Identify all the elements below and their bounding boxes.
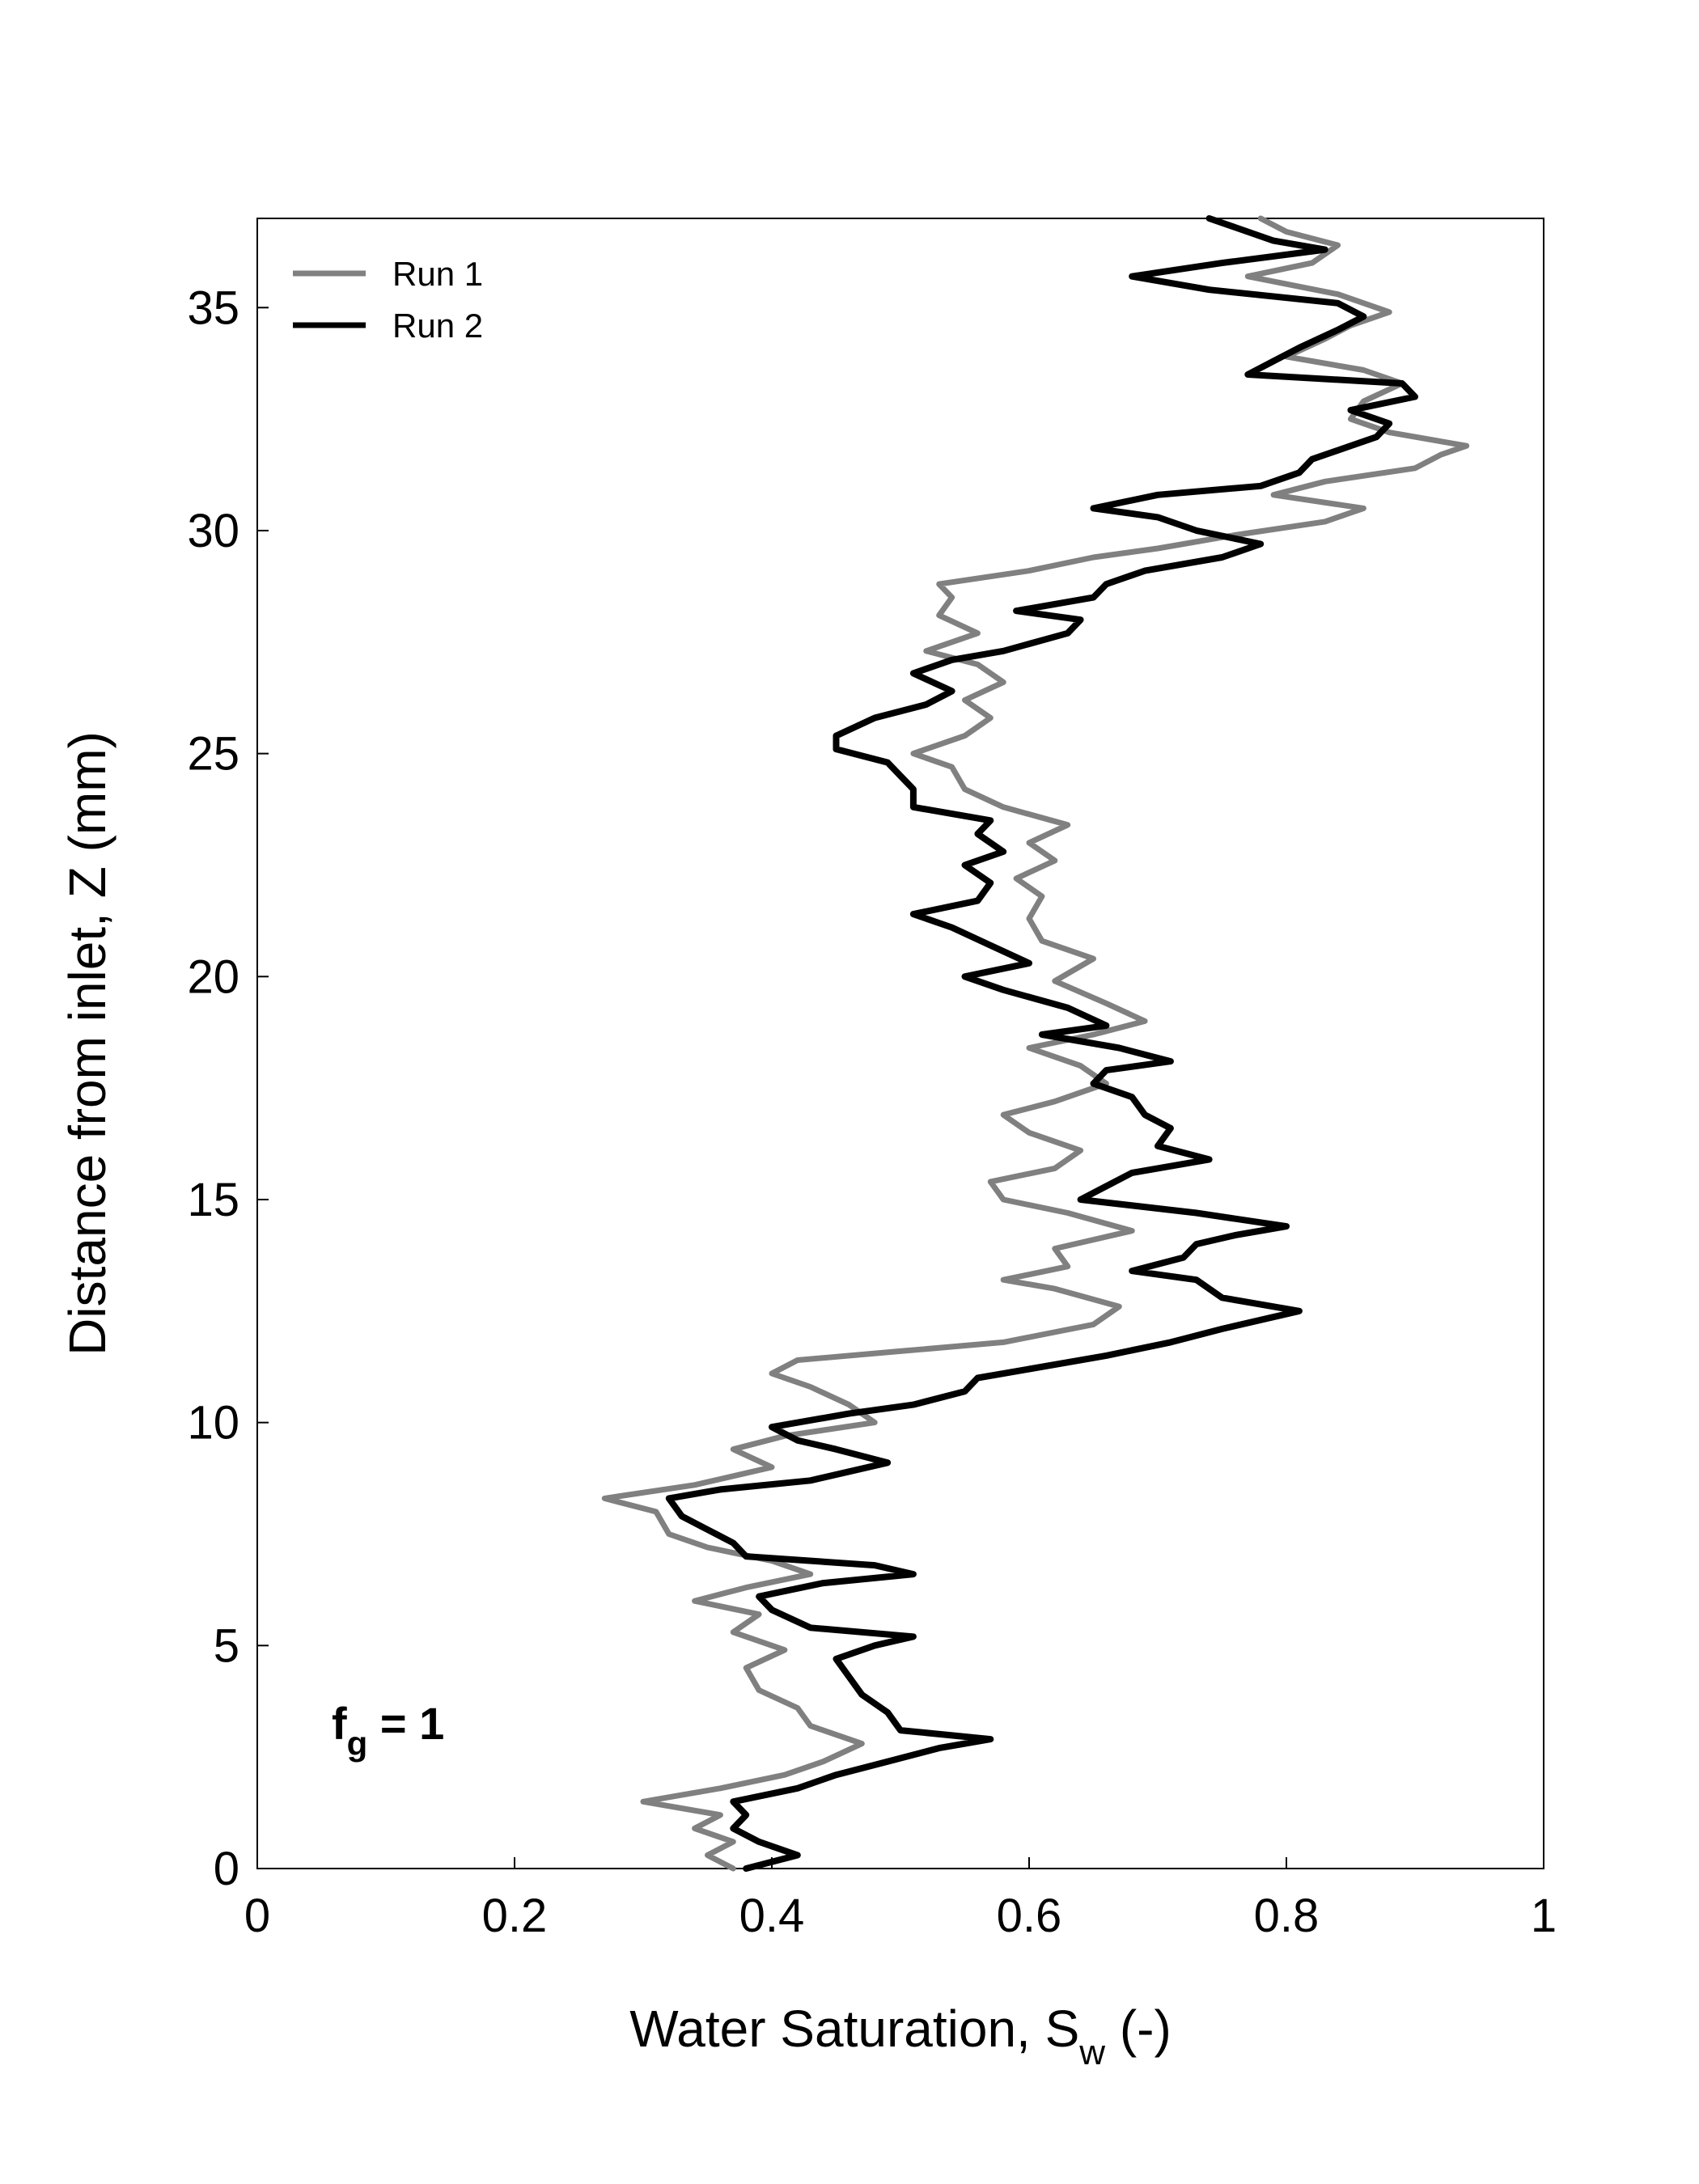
annotation-fg: fg = 1	[332, 1698, 444, 1763]
y-axis-ticks: 0 5 10 15 20 25 30 35	[187, 281, 269, 1895]
y-axis-title: Distance from inlet, Z (mm)	[58, 731, 117, 1356]
y-tick-label: 25	[187, 728, 239, 781]
x-axis-title-main: Water Saturation, S	[629, 2000, 1079, 2058]
y-tick-label: 30	[187, 505, 239, 557]
x-tick-label: 0.6	[997, 1890, 1062, 1942]
x-tick-label: 0.8	[1254, 1890, 1320, 1942]
plot-frame	[256, 218, 1544, 1869]
y-tick-label: 5	[214, 1619, 239, 1672]
series-line-run-2	[665, 215, 1418, 1872]
x-axis-title: Water Saturation, Sw (-)	[629, 2000, 1172, 2072]
y-tick-label: 10	[187, 1397, 239, 1450]
y-tick-label: 15	[187, 1174, 239, 1226]
x-tick-label: 0	[244, 1890, 270, 1942]
x-tick-label: 0.2	[482, 1890, 548, 1942]
legend-label-run-1: Run 1	[392, 255, 483, 293]
x-tick-label: 0.4	[739, 1890, 805, 1942]
x-axis-title-subscript: w	[1078, 2033, 1105, 2072]
y-tick-label: 20	[187, 950, 239, 1003]
y-tick-label: 0	[214, 1843, 239, 1895]
legend: Run 1 Run 2	[293, 255, 483, 345]
x-axis-title-suffix: (-)	[1105, 2000, 1172, 2058]
x-tick-label: 1	[1531, 1890, 1557, 1942]
annotation-subscript: g	[347, 1725, 368, 1763]
legend-label-run-2: Run 2	[392, 307, 483, 345]
series-layer	[601, 215, 1470, 1872]
y-tick-label: 35	[187, 281, 239, 334]
x-axis-ticks: 0 0.2 0.4 0.6 0.8 1	[244, 1857, 1557, 1942]
series-line-run-1	[601, 215, 1470, 1872]
annotation-main: f	[332, 1698, 347, 1749]
annotation-suffix: = 1	[367, 1698, 444, 1749]
